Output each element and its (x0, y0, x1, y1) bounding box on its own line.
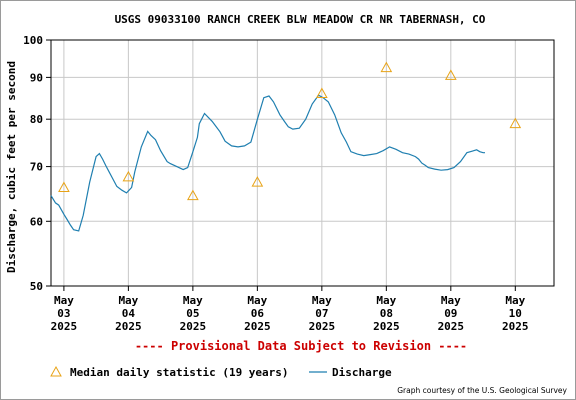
median-marker (315, 87, 328, 99)
x-tick-year: 2025 (51, 320, 78, 333)
x-tick-day: 03 (57, 307, 70, 320)
y-axis-label: Discharge, cubic feet per second (5, 61, 18, 273)
grid-lines (46, 39, 554, 291)
x-tick-month: May (247, 294, 267, 307)
x-tick-month: May (118, 294, 138, 307)
x-tick-day: 08 (380, 307, 393, 320)
x-tick-year: 2025 (180, 320, 207, 333)
x-tick-year: 2025 (115, 320, 142, 333)
y-tick-label: 50 (30, 280, 43, 293)
median-marker (509, 117, 522, 129)
x-tick-month: May (312, 294, 332, 307)
median-marker (187, 189, 199, 201)
credit-text: Graph courtesy of the U.S. Geological Su… (397, 386, 567, 395)
provisional-notice: ---- Provisional Data Subject to Revisio… (135, 339, 467, 353)
x-tick-year: 2025 (438, 320, 465, 333)
median-marker (251, 176, 264, 187)
y-tick-label: 70 (30, 161, 43, 174)
x-tick-day: 05 (186, 307, 199, 320)
median-marker (122, 170, 135, 182)
x-tick-day: 09 (444, 307, 457, 320)
x-tick-month: May (505, 294, 525, 307)
y-tick-label: 90 (30, 71, 43, 84)
discharge-series-line (50, 94, 485, 232)
x-tick-year: 2025 (373, 320, 400, 333)
x-tick-day: 10 (509, 307, 522, 320)
y-tick-label: 100 (23, 34, 43, 47)
median-markers (58, 61, 522, 201)
legend-discharge-label: Discharge (332, 366, 392, 379)
y-tick-label: 80 (30, 113, 43, 126)
legend-median-label: Median daily statistic (19 years) (70, 366, 289, 379)
x-tick-month: May (183, 294, 203, 307)
x-tick-year: 2025 (244, 320, 271, 333)
x-tick-day: 06 (251, 307, 265, 320)
plot-frame (50, 39, 555, 287)
median-marker (380, 61, 393, 73)
x-tick-year: 2025 (502, 320, 529, 333)
y-tick-label: 60 (30, 215, 43, 228)
median-marker (58, 181, 70, 192)
y-tick-labels: 50 60 70 80 90 100 (23, 34, 43, 293)
legend-median-marker (50, 365, 62, 377)
median-marker (444, 69, 457, 80)
x-tick-day: 07 (315, 307, 328, 320)
x-tick-year: 2025 (309, 320, 336, 333)
x-tick-month: May (54, 294, 74, 307)
chart-title: USGS 09033100 RANCH CREEK BLW MEADOW CR … (115, 13, 486, 26)
x-tick-day: 04 (122, 307, 136, 320)
x-tick-month: May (376, 294, 396, 307)
x-tick-month: May (441, 294, 461, 307)
legend: Median daily statistic (19 years) Discha… (50, 365, 392, 379)
x-tick-labels: May032025May042025May052025May062025May0… (51, 294, 529, 333)
